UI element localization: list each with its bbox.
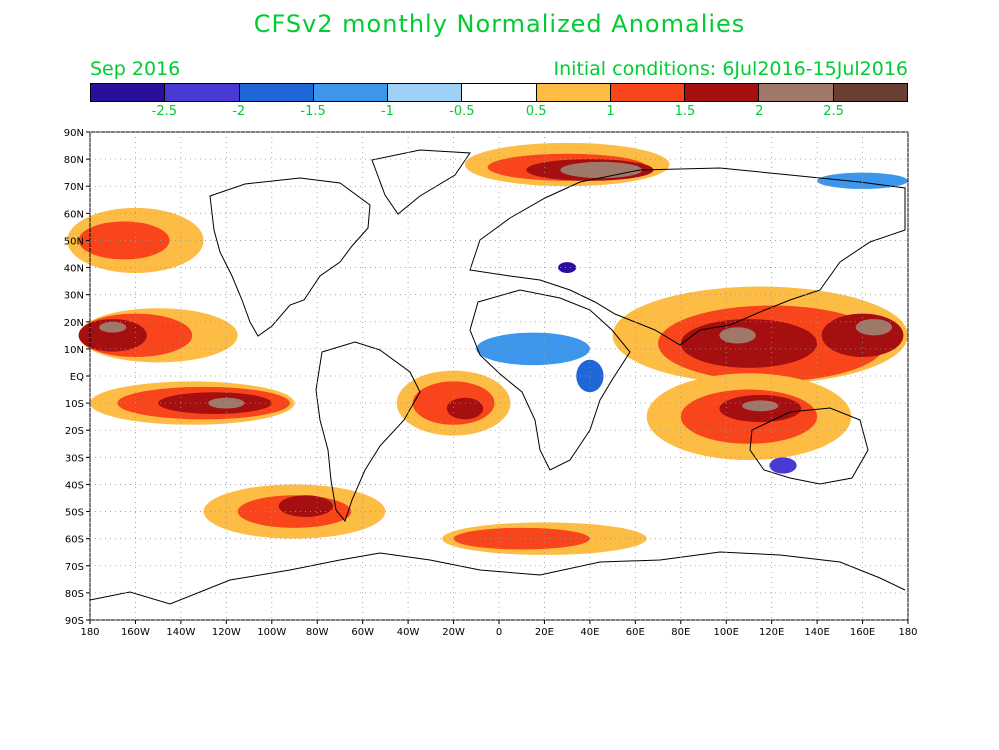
anomaly-fills (67, 142, 908, 555)
anomaly-region (278, 495, 334, 517)
longitude-tick-label: 0 (496, 627, 502, 638)
latitude-tick-label: 10S (65, 399, 84, 410)
latitude-tick-label: 20S (65, 426, 84, 437)
north-america-coastline (209, 177, 371, 337)
longitude-tick-label: 180 (898, 627, 917, 638)
anomaly-region (446, 397, 484, 420)
latitude-tick-label: 30S (65, 453, 84, 464)
latitude-tick-label: 60S (65, 535, 84, 546)
color-legend-label: -0.5 (449, 104, 475, 119)
longitude-tick-label: 120E (759, 627, 784, 638)
anomaly-region (560, 161, 643, 179)
color-swatch-2 (239, 84, 314, 101)
latitude-tick-label: 70S (65, 562, 84, 573)
latitude-tick-label: 20N (64, 318, 84, 329)
latitude-tick-label: 50N (64, 236, 84, 247)
anomaly-region (680, 319, 818, 368)
initial-conditions-label: Initial conditions: 6Jul2016-15Jul2016 (553, 58, 908, 80)
color-swatch-7 (610, 84, 686, 101)
map-title: CFSv2 monthly Normalized Anomalies (253, 10, 746, 38)
color-swatch-1 (165, 84, 240, 101)
anomaly-region (208, 397, 245, 409)
australia-coastline (749, 407, 869, 485)
valid-month-label: Sep 2016 (90, 58, 181, 80)
greenland-coastline (371, 149, 471, 215)
latitude-tick-label: 50S (65, 508, 84, 519)
eurasia-coastline (469, 167, 906, 346)
anomaly-region (719, 327, 756, 344)
longitude-tick-labels: 180 160W 140W 120W 100W 80W 60W 40W 20W 0 20E 40E 60… (80, 620, 918, 638)
color-legend-label: -2 (232, 104, 246, 119)
africa-coastline (469, 289, 631, 471)
anomaly-region (78, 319, 147, 352)
color-swatch-9 (759, 84, 834, 101)
anomaly-region (558, 262, 577, 273)
color-swatch-4 (388, 84, 463, 101)
anomaly-region (78, 221, 170, 260)
latitude-tick-label: 70N (64, 182, 84, 193)
anomaly-region (99, 321, 127, 333)
longitude-tick-label: 40W (397, 627, 420, 638)
color-legend-label: 1.5 (674, 104, 696, 119)
color-legend-label: 1 (606, 104, 615, 119)
latitude-tick-label: 60N (64, 209, 84, 220)
longitude-tick-label: 120W (212, 627, 241, 638)
longitude-tick-label: 100W (257, 627, 286, 638)
anomaly-region (855, 319, 893, 336)
color-legend-label: -2.5 (151, 104, 178, 119)
color-swatch-3 (313, 84, 389, 101)
latitude-tick-label: EQ (70, 372, 84, 383)
antarctica-coastline (89, 551, 906, 605)
anomaly-region (742, 400, 779, 412)
south-america-coastline (315, 341, 421, 523)
latitude-tick-labels: 90N 80N 70N 60N 50N 40N 30N 20N 10N EQ 10S 20S 30S 40… (64, 128, 90, 627)
latitude-tick-label: 90N (64, 128, 84, 139)
longitude-tick-label: 140W (166, 627, 195, 638)
anomaly-region (821, 313, 904, 358)
longitude-tick-label: 100E (714, 627, 739, 638)
latitude-tick-label: 90S (65, 616, 84, 627)
longitude-tick-label: 20W (442, 627, 465, 638)
color-legend-label: -1.5 (300, 104, 326, 119)
anomaly-region (476, 332, 590, 366)
color-swatch-5 (462, 84, 537, 101)
longitude-tick-label: 20E (535, 627, 554, 638)
latitude-tick-label: 10N (64, 345, 84, 356)
longitude-tick-label: 60W (351, 627, 374, 638)
longitude-tick-label: 80W (306, 627, 329, 638)
longitude-tick-label: 180 (80, 627, 99, 638)
latitude-tick-label: 40N (64, 264, 84, 275)
color-legend-label: 2.5 (823, 104, 844, 119)
longitude-tick-label: 140E (804, 627, 829, 638)
color-swatch-6 (536, 84, 611, 101)
latitude-tick-label: 80S (65, 589, 84, 600)
anomaly-region (453, 527, 590, 550)
color-swatch-10 (833, 84, 907, 101)
color-swatch-8 (685, 84, 760, 101)
color-legend-label: 0.5 (525, 104, 547, 119)
color-swatch-0 (91, 84, 166, 101)
anomaly-region (769, 457, 797, 474)
longitude-tick-label: 160W (121, 627, 150, 638)
anomaly-region (576, 359, 604, 393)
latitude-tick-label: 30N (64, 291, 84, 302)
latitude-tick-label: 80N (64, 155, 84, 166)
longitude-tick-label: 40E (580, 627, 599, 638)
longitude-tick-label: 80E (671, 627, 690, 638)
coastlines (89, 149, 906, 605)
longitude-tick-label: 160E (850, 627, 875, 638)
color-legend-label: -1 (380, 104, 394, 119)
latitude-tick-label: 40S (65, 480, 84, 491)
longitude-tick-label: 60E (626, 627, 645, 638)
color-legend (90, 83, 908, 102)
color-legend-label: 2 (755, 104, 764, 119)
